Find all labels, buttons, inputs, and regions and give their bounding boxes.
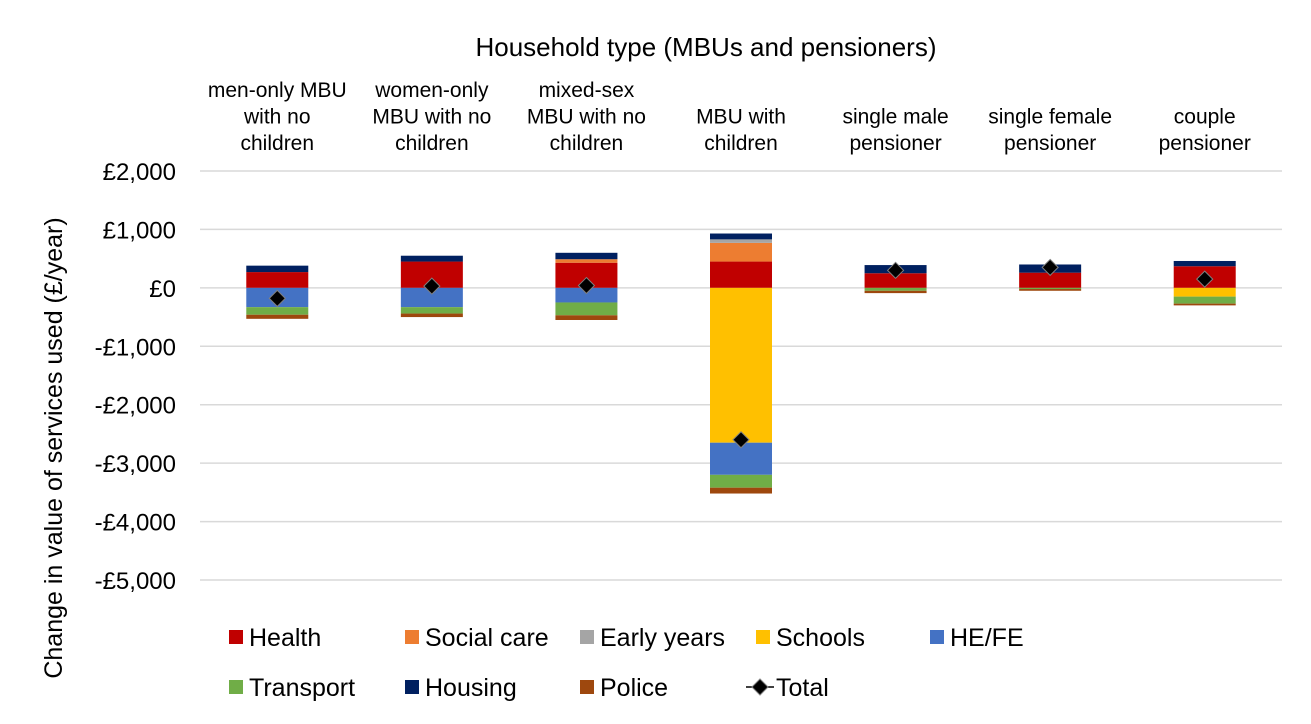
bar-segment-health [864, 273, 927, 288]
bar-segment-transport [400, 307, 463, 314]
y-tick-label: -£1,000 [95, 334, 176, 361]
bar-segment-police [1019, 289, 1082, 291]
total-marker [1196, 270, 1214, 288]
legend-label-early-years: Early years [600, 624, 725, 652]
bar-segment-housing [555, 252, 618, 260]
legend-swatch-transport [229, 680, 243, 694]
bar-segment-social-care [710, 242, 772, 262]
bar-segment-transport [710, 474, 772, 488]
bar-segment-police [246, 314, 309, 319]
y-tick-label: -£5,000 [95, 568, 176, 595]
stacked-bars [246, 233, 1236, 494]
legend-label-housing: Housing [425, 674, 517, 702]
legend-label-social-care: Social care [425, 624, 549, 652]
category-label: children [241, 132, 315, 155]
y-tick-label: -£2,000 [95, 393, 176, 420]
bar-segment-police [710, 487, 772, 494]
y-tick-label: -£4,000 [95, 510, 176, 537]
bar-segment-police [555, 315, 618, 320]
category-label: pensioner [1159, 132, 1251, 155]
category-label: men-only MBU [208, 79, 347, 102]
category-labels: men-only MBU with no children women-only MBU… [208, 79, 1251, 155]
category-label: MBU with [696, 106, 786, 129]
chart-title: Household type (MBUs and pensioners) [475, 32, 936, 62]
legend-label-transport: Transport [249, 674, 355, 702]
y-tick-label: £0 [149, 276, 176, 303]
bar-segment-housing [400, 255, 463, 262]
category-label: with no [243, 106, 311, 129]
bar-segment-housing [1173, 260, 1236, 267]
bar-segment-early-years [710, 239, 772, 243]
legend-label-police: Police [600, 674, 668, 702]
bar-segment-transport [246, 307, 309, 315]
bar-segment-housing [246, 265, 309, 273]
y-axis-tick-labels: £2,000 £1,000 £0 -£1,000 -£2,000 -£3,000 -£4,0… [95, 159, 176, 595]
category-label: women-only [374, 79, 489, 102]
category-label: children [395, 132, 469, 155]
bar-segment-transport [1173, 296, 1236, 304]
category-label: single female [988, 106, 1112, 129]
bar-segment-social-care [555, 259, 618, 263]
total-marker [886, 261, 905, 280]
category-label: pensioner [849, 132, 941, 155]
y-axis-label: Change in value of services used (£/year… [40, 217, 68, 678]
bar-segment-schools [710, 287, 772, 443]
bar-segment-transport [864, 287, 927, 291]
category-label: MBU with no [372, 106, 491, 129]
legend-label-schools: Schools [776, 624, 865, 652]
bar-segment-he-fe [555, 287, 618, 303]
total-marker [423, 277, 441, 295]
bar-segment-he-fe [400, 287, 463, 308]
legend: Health Social care Early years Schools HE/FE… [229, 624, 1024, 702]
bar-segment-police [864, 290, 927, 294]
legend-swatch-he-fe [930, 630, 944, 644]
bar-segment-health [710, 261, 772, 288]
bar-segment-police [400, 313, 463, 318]
category-label: children [704, 132, 778, 155]
y-tick-label: £1,000 [103, 217, 176, 244]
category-label: couple [1174, 106, 1236, 129]
y-tick-label: -£3,000 [95, 451, 176, 478]
bar-segment-schools [1173, 287, 1236, 297]
legend-label-total: Total [776, 674, 829, 702]
legend-swatch-health [229, 630, 243, 644]
y-tick-label: £2,000 [103, 159, 176, 186]
category-label: MBU with no [527, 106, 646, 129]
legend-label-he-fe: HE/FE [950, 624, 1024, 652]
bar-segment-housing [710, 233, 772, 240]
bar-segment-health [246, 272, 309, 288]
category-label: single male [842, 106, 948, 129]
legend-swatch-schools [756, 630, 770, 644]
bar-segment-transport [555, 302, 618, 316]
legend-swatch-early-years [580, 630, 594, 644]
legend-swatch-total [751, 678, 769, 696]
category-label: children [550, 132, 624, 155]
legend-swatch-housing [405, 680, 419, 694]
total-marker [577, 276, 596, 295]
total-marker [732, 431, 750, 449]
legend-swatch-social-care [405, 630, 419, 644]
total-marker [268, 289, 286, 308]
total-marker [1041, 258, 1059, 277]
legend-label-health: Health [249, 624, 321, 652]
legend-swatch-police [580, 680, 594, 694]
bar-segment-transport [1019, 287, 1082, 290]
total-markers [268, 258, 1214, 449]
bar-segment-police [1173, 303, 1236, 306]
category-label: mixed-sex [539, 79, 635, 102]
bar-segment-health [1019, 272, 1082, 288]
category-label: pensioner [1004, 132, 1096, 155]
